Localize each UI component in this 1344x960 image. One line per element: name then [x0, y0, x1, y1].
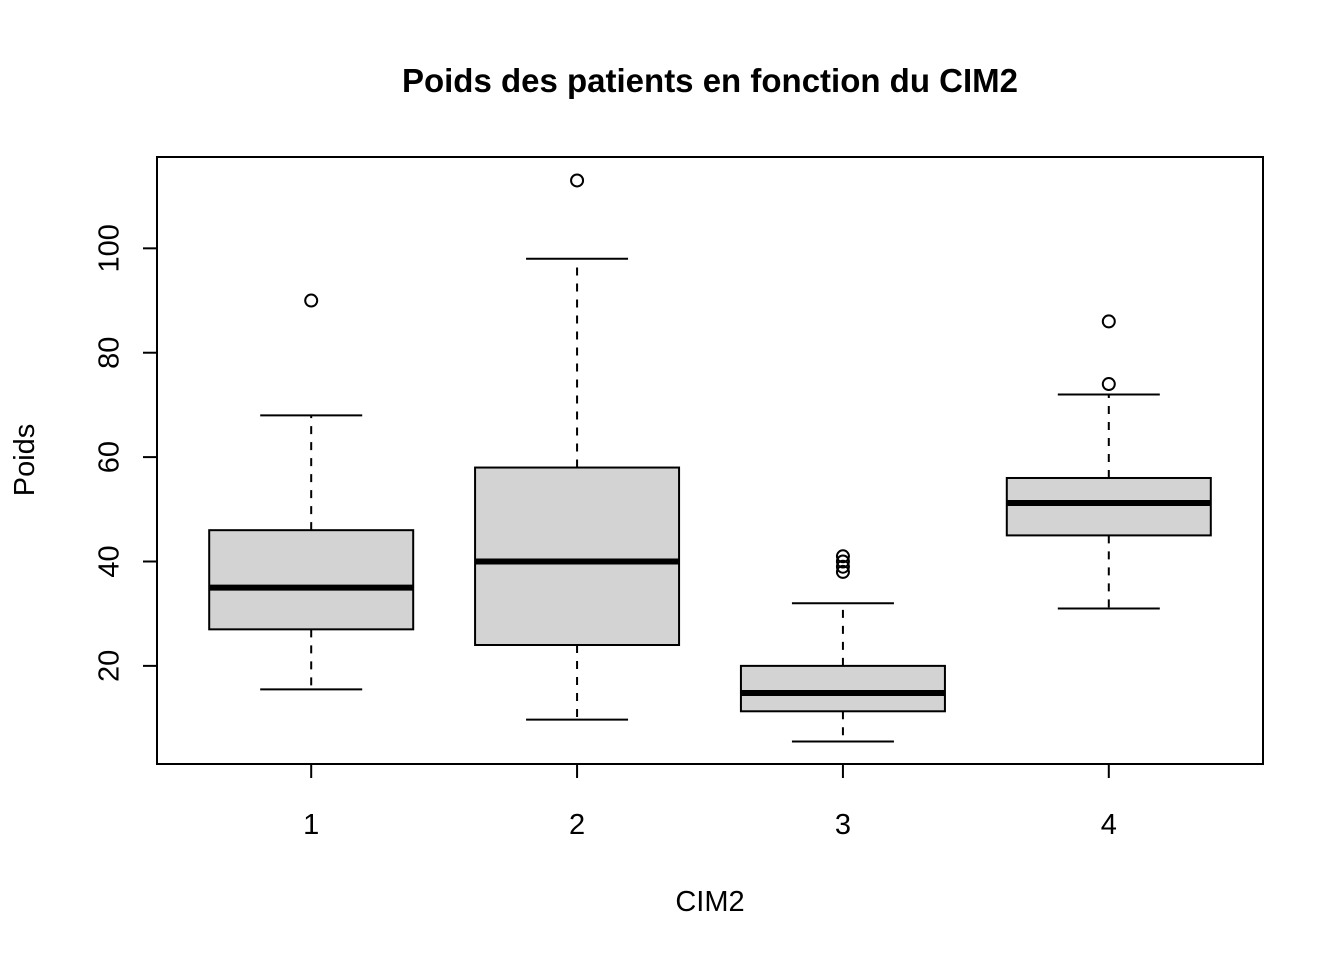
x-tick-label: 1 — [303, 809, 319, 841]
chart-title: Poids des patients en fonction du CIM2 — [402, 62, 1018, 99]
box-iqr — [474, 466, 681, 647]
y-tick-label: 80 — [94, 337, 126, 369]
y-tick-label: 40 — [94, 545, 126, 577]
box-iqr — [1005, 476, 1212, 537]
box-group-2 — [474, 173, 681, 721]
box-group-4 — [1005, 314, 1212, 610]
outlier-point — [570, 173, 585, 188]
y-tick-label: 20 — [94, 650, 126, 682]
outlier-point — [304, 293, 319, 308]
x-tick-label: 2 — [569, 809, 585, 841]
y-tick-label: 100 — [94, 224, 126, 272]
x-tick-label: 3 — [835, 809, 851, 841]
box-group-1 — [208, 293, 415, 691]
y-axis: 20 40 60 80 100 — [94, 224, 158, 682]
x-tick-label: 4 — [1101, 809, 1117, 841]
outlier-point — [835, 554, 850, 569]
box-iqr — [739, 664, 946, 713]
y-axis-label: Poids — [9, 424, 41, 497]
outlier-point — [835, 559, 850, 574]
x-axis-label: CIM2 — [675, 886, 744, 918]
boxes — [208, 173, 1212, 743]
outlier-point — [835, 564, 850, 579]
y-tick-label: 60 — [94, 441, 126, 473]
outlier-point — [1101, 377, 1116, 392]
outlier-point — [835, 549, 850, 564]
box-group-3 — [739, 549, 946, 743]
plot-area-frame — [156, 156, 1264, 765]
outlier-point — [1101, 314, 1116, 329]
x-axis: 1 2 3 4 — [303, 763, 1117, 841]
box-iqr — [208, 529, 415, 631]
